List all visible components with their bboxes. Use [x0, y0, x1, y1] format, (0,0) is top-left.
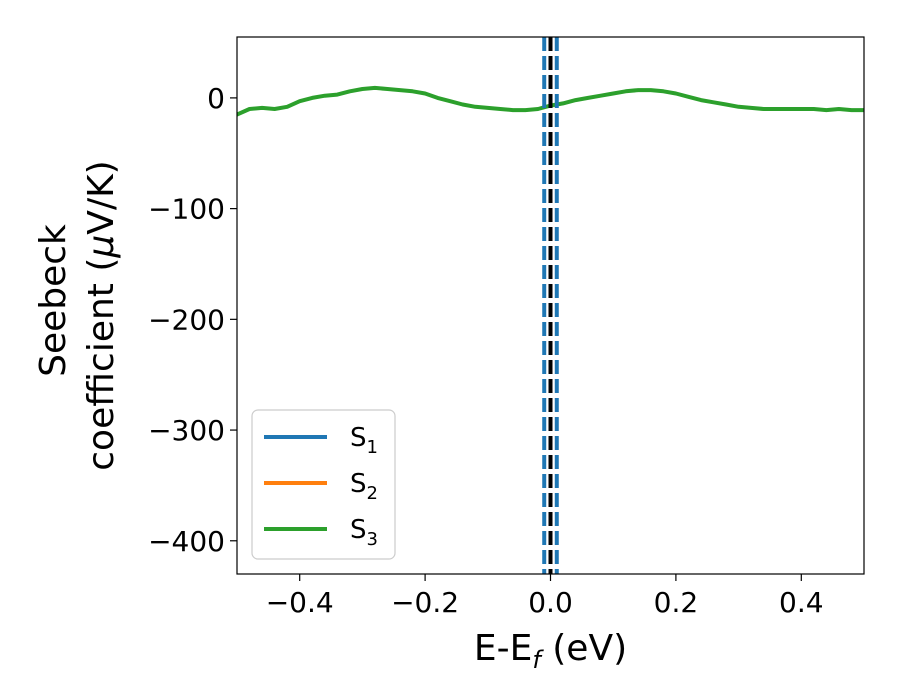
y-axis-label: Seebeck coefficient (μV/K) [33, 160, 122, 470]
y-tick-label: 0 [207, 82, 225, 115]
x-tick-label: 0.4 [779, 586, 824, 619]
legend-label-s3: S3 [350, 515, 378, 550]
x-tick-label: −0.4 [266, 586, 334, 619]
fermi-level-lines [542, 37, 559, 574]
y-axis-label-line1: Seebeck [33, 224, 74, 377]
y-axis-label-line2: coefficient (μV/K) [81, 160, 122, 470]
legend-label-s2: S2 [350, 469, 378, 504]
y-axis-label-line2-start: coefficient ( [81, 258, 122, 471]
y-axis-label-mu: μ [81, 235, 122, 259]
x-tick-label: −0.2 [391, 586, 459, 619]
y-tick-label: −300 [148, 414, 225, 447]
x-tick-label: 0.0 [528, 586, 573, 619]
y-axis-label-line2-end: V/K) [81, 160, 122, 234]
legend-label-s1: S1 [350, 423, 378, 458]
x-axis-label: E-Ef (eV) [474, 628, 627, 674]
y-tick-label: −100 [148, 193, 225, 226]
x-tick-label: 0.2 [654, 586, 699, 619]
legend: S1 S2 S3 [251, 409, 396, 560]
y-tick-label: −200 [148, 303, 225, 336]
y-tick-label: −400 [148, 525, 225, 558]
y-axis-ticks: 0 −100 −200 −300 −400 [148, 82, 237, 558]
x-axis-ticks: −0.4 −0.2 0.0 0.2 0.4 [266, 574, 824, 619]
x-axis-label-main: E-E [474, 628, 532, 669]
x-axis-label-unit: (eV) [541, 628, 627, 669]
